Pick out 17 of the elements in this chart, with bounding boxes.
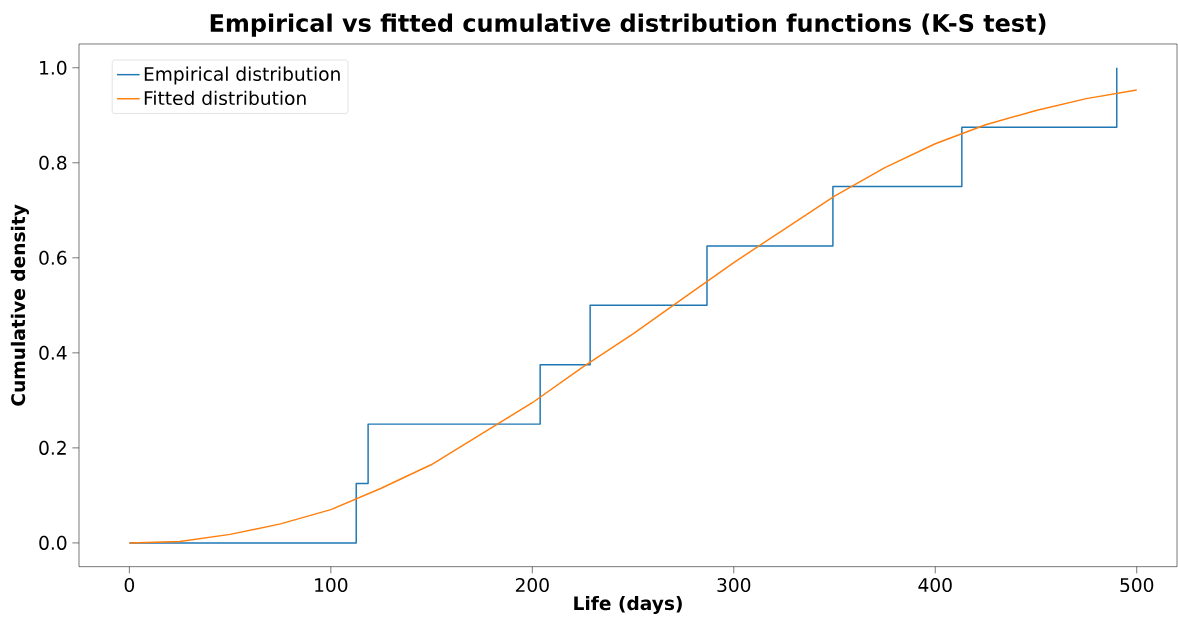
x-tick-label: 200 — [515, 578, 549, 593]
x-axis-title: Life (days) — [574, 595, 682, 615]
x-tick-label: 0 — [124, 578, 135, 593]
x-tick-label: 500 — [1120, 578, 1154, 593]
y-axis-title: Cumulative density — [10, 204, 29, 406]
y-tick-label: 1.0 — [40, 60, 67, 75]
y-tick-label: 0.6 — [39, 250, 67, 265]
chart-title: Empirical vs fitted cumulative distribution functions (K-S test) — [210, 13, 1046, 37]
x-tick-label: 400 — [918, 578, 952, 593]
x-tick-label: 300 — [717, 578, 751, 593]
x-tick-label: 100 — [315, 578, 348, 593]
y-tick-label: 0.2 — [39, 440, 66, 455]
y-tick-label: 0.8 — [39, 155, 67, 170]
y-tick-label: 0.4 — [39, 345, 67, 360]
y-tick-label: 0.0 — [39, 535, 67, 550]
legend-label: Fitted distribution — [144, 90, 306, 106]
legend-label: Empirical distribution — [144, 66, 340, 85]
